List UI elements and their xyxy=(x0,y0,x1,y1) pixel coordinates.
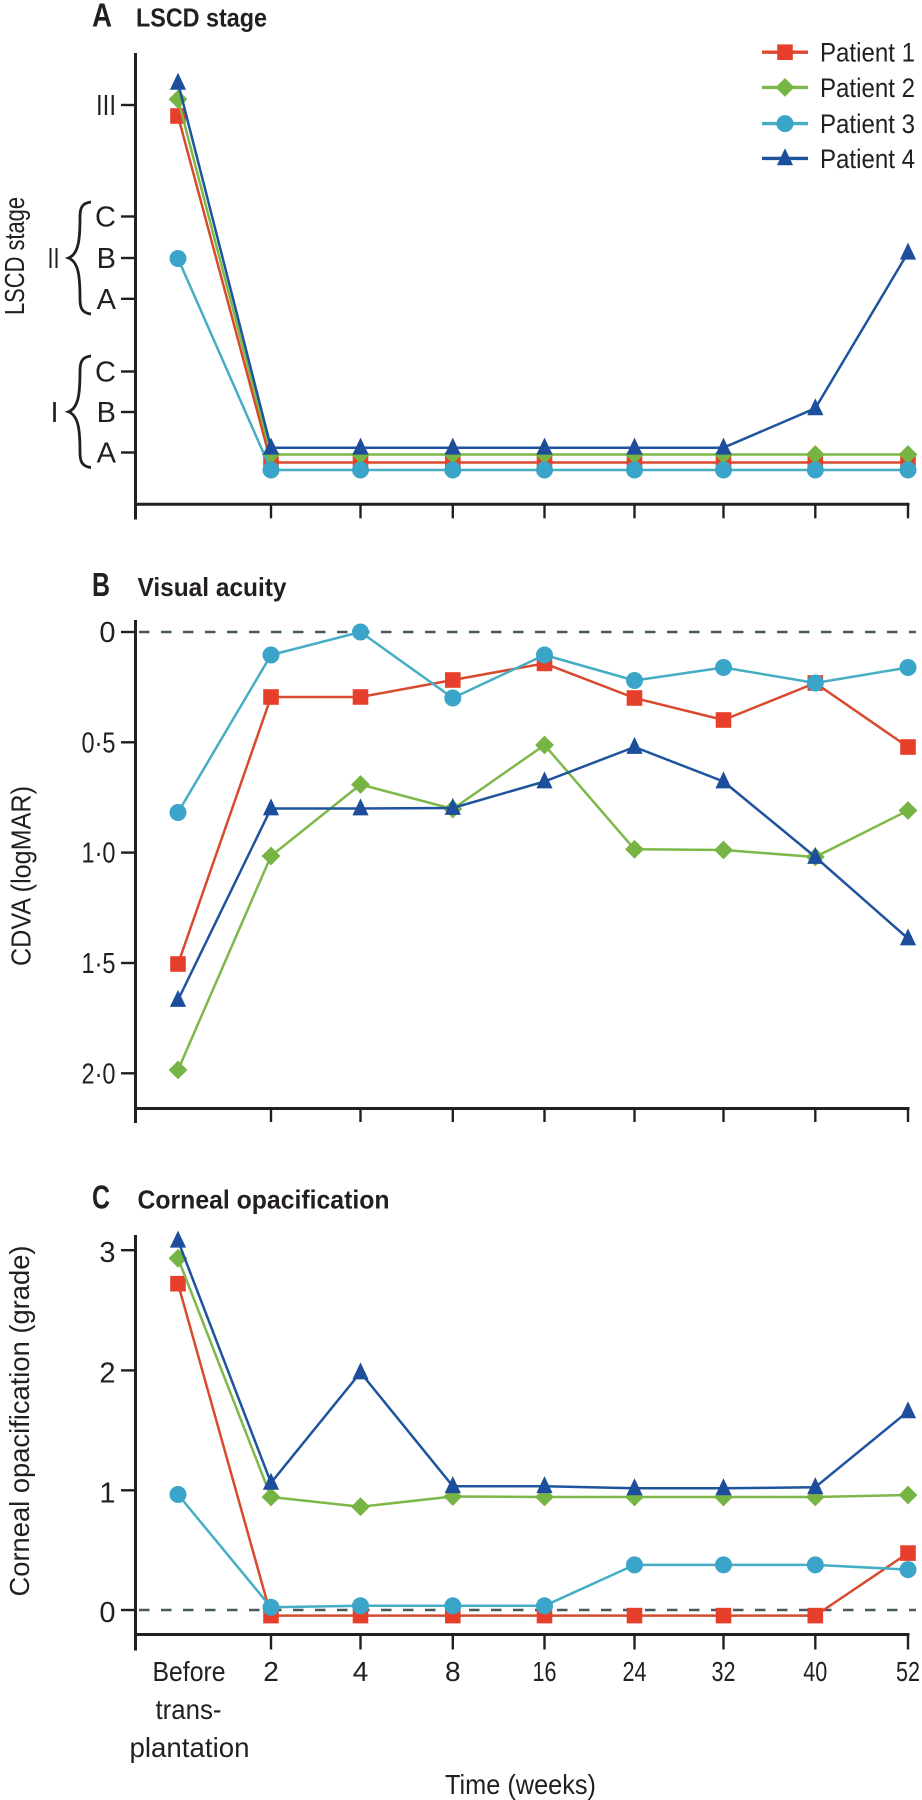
svg-text:C: C xyxy=(92,1179,110,1216)
svg-text:plantation: plantation xyxy=(130,1732,250,1763)
svg-text:Visual acuity: Visual acuity xyxy=(138,572,287,602)
svg-text:B: B xyxy=(97,397,116,429)
svg-text:16: 16 xyxy=(533,1656,557,1687)
svg-text:1: 1 xyxy=(99,1477,115,1509)
svg-text:CDVA (logMAR): CDVA (logMAR) xyxy=(6,786,37,966)
svg-text:4: 4 xyxy=(353,1656,369,1687)
svg-text:Before: Before xyxy=(153,1656,226,1687)
svg-text:III: III xyxy=(96,90,116,122)
svg-text:A: A xyxy=(97,438,117,470)
svg-text:Patient 4: Patient 4 xyxy=(820,144,915,174)
svg-text:2: 2 xyxy=(263,1656,279,1687)
svg-text:trans-: trans- xyxy=(156,1694,222,1725)
svg-text:0: 0 xyxy=(99,1597,115,1629)
svg-text:A: A xyxy=(92,0,112,34)
svg-text:Patient 1: Patient 1 xyxy=(820,38,915,68)
svg-text:Time (weeks): Time (weeks) xyxy=(445,1769,596,1800)
svg-text:0·5: 0·5 xyxy=(82,727,116,759)
svg-text:C: C xyxy=(95,202,116,234)
svg-text:B: B xyxy=(92,566,110,603)
svg-text:II: II xyxy=(48,243,60,275)
svg-text:0: 0 xyxy=(99,617,115,649)
svg-text:Corneal opacification: Corneal opacification xyxy=(138,1185,390,1215)
svg-text:2·0: 2·0 xyxy=(82,1058,116,1090)
svg-text:LSCD stage: LSCD stage xyxy=(0,197,30,315)
svg-text:LSCD stage: LSCD stage xyxy=(136,3,267,33)
svg-text:1·5: 1·5 xyxy=(82,948,116,980)
svg-text:24: 24 xyxy=(623,1656,647,1687)
svg-text:1·0: 1·0 xyxy=(82,838,116,870)
svg-text:C: C xyxy=(95,357,116,389)
svg-text:3: 3 xyxy=(99,1237,115,1269)
svg-text:I: I xyxy=(50,397,58,429)
svg-text:B: B xyxy=(97,243,116,275)
svg-text:8: 8 xyxy=(445,1656,461,1687)
svg-text:2: 2 xyxy=(99,1357,115,1389)
svg-text:Patient 2: Patient 2 xyxy=(820,73,915,103)
svg-text:40: 40 xyxy=(803,1656,827,1687)
svg-text:32: 32 xyxy=(712,1656,736,1687)
svg-text:Patient 3: Patient 3 xyxy=(820,109,915,139)
svg-text:Corneal opacification (grade): Corneal opacification (grade) xyxy=(4,1246,35,1597)
svg-text:A: A xyxy=(97,284,117,316)
svg-text:52: 52 xyxy=(896,1656,920,1687)
